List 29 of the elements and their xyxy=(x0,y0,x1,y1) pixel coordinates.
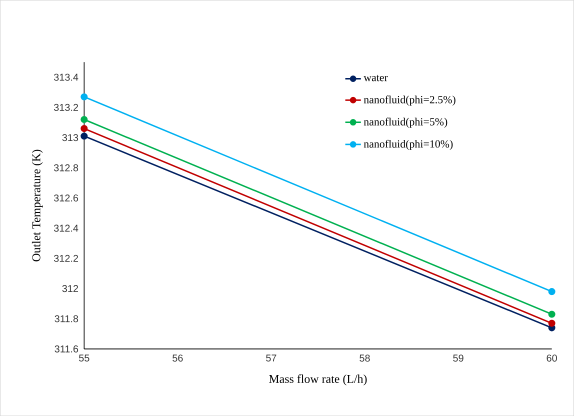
point xyxy=(548,320,556,327)
y-tick-label: 312.2 xyxy=(54,254,78,262)
legend-label: nanofluid(phi=5%) xyxy=(364,118,448,128)
point xyxy=(80,124,88,132)
point xyxy=(80,116,88,123)
legend-label: water xyxy=(364,74,388,82)
x-tick-label: 57 xyxy=(266,354,276,362)
y-tick-label: 312.8 xyxy=(54,164,78,172)
y-tick-label: 312.4 xyxy=(54,224,78,232)
x-tick-label: 58 xyxy=(360,354,370,362)
y-tick-label: 311.6 xyxy=(54,345,78,352)
legend-label: nanofluid(phi=10%) xyxy=(364,140,453,150)
y-axis-title: Outlet Temperature (K) xyxy=(32,150,43,262)
y-tick-label: 313.4 xyxy=(54,74,78,81)
y-tick-label: 313.2 xyxy=(54,104,78,111)
point xyxy=(548,310,556,318)
y-tick-label: 312.6 xyxy=(54,194,78,202)
legend-label: nanofluid(phi=2.5%) xyxy=(364,95,456,106)
x-tick-label: 56 xyxy=(172,354,183,362)
x-axis-title: Mass flow rate (L/h) xyxy=(269,374,367,386)
point xyxy=(548,288,556,296)
x-tick-label: 60 xyxy=(546,354,557,362)
x-tick-label: 59 xyxy=(453,354,464,362)
y-tick-label: 313 xyxy=(62,134,78,142)
x-tick-label: 55 xyxy=(79,354,90,362)
y-tick-label: 312 xyxy=(62,284,78,292)
y-tick-label: 311.8 xyxy=(54,315,78,322)
point xyxy=(80,132,88,140)
point xyxy=(80,93,88,100)
